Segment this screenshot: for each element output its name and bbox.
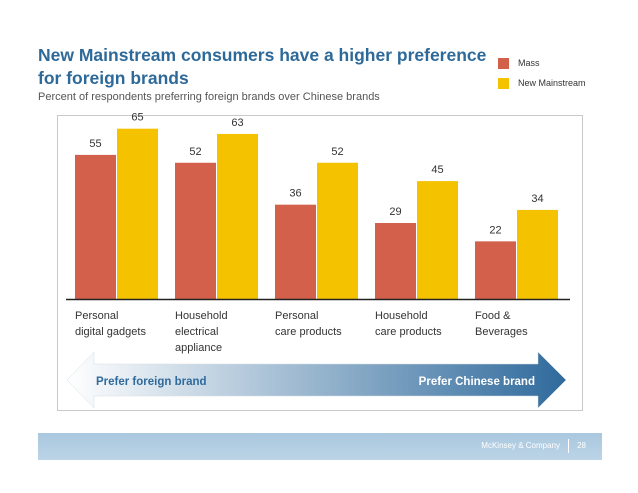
legend-label-mass: Mass — [518, 58, 540, 68]
arrow-label-chinese: Prefer Chinese brand — [419, 376, 535, 388]
chart-frame — [57, 115, 583, 411]
category-label-4-line-1: Household — [375, 310, 428, 322]
bar-mass-1 — [75, 154, 116, 299]
footer-page-number: 28 — [577, 441, 586, 450]
bar-new-mainstream-1 — [117, 128, 158, 299]
bar-mass-4 — [375, 223, 416, 299]
legend-swatch-new-mainstream — [498, 77, 509, 89]
preference-double-arrow — [66, 351, 567, 409]
category-label-1-line-1: Personal — [75, 310, 118, 322]
data-label-mass-3: 36 — [289, 188, 301, 200]
arrow-label-foreign: Prefer foreign brand — [96, 376, 207, 388]
data-label-new-mainstream-2: 63 — [231, 117, 243, 129]
data-label-mass-5: 22 — [489, 224, 501, 236]
data-label-new-mainstream-1: 65 — [131, 112, 143, 124]
slide-title: New Mainstream consumers have a higher p… — [38, 45, 487, 88]
bar-new-mainstream-2 — [217, 133, 258, 299]
bar-mass-3 — [275, 204, 316, 299]
category-label-5-line-1: Food & — [475, 310, 511, 322]
legend-item-mass: Mass — [498, 53, 586, 73]
chart-legend: Mass New Mainstream — [498, 53, 586, 93]
footer-separator — [568, 439, 569, 453]
category-label-4-line-2: care products — [375, 326, 442, 338]
data-label-new-mainstream-3: 52 — [331, 146, 343, 158]
category-label-2-line-3: appliance — [175, 342, 222, 354]
data-label-new-mainstream-5: 34 — [531, 193, 543, 205]
category-label-2-line-2: electrical — [175, 326, 218, 338]
slide-subtitle: Percent of respondents preferring foreig… — [38, 91, 380, 103]
data-label-mass-2: 52 — [189, 146, 201, 158]
bar-mass-5 — [475, 241, 516, 299]
category-label-1-line-2: digital gadgets — [75, 326, 146, 338]
legend-swatch-mass — [498, 57, 509, 69]
footer-company: McKinsey & Company — [481, 441, 560, 450]
data-label-mass-4: 29 — [389, 206, 401, 218]
category-label-2-line-1: Household — [175, 310, 228, 322]
category-label-5-line-2: Beverages — [475, 326, 528, 338]
data-label-new-mainstream-4: 45 — [431, 164, 443, 176]
data-label-mass-1: 55 — [89, 138, 101, 150]
bar-new-mainstream-4 — [417, 181, 458, 299]
bar-mass-2 — [175, 162, 216, 299]
legend-item-new-mainstream: New Mainstream — [498, 73, 586, 93]
footer-band: McKinsey & Company 28 — [38, 433, 602, 460]
category-label-3-line-2: care products — [275, 326, 342, 338]
bar-new-mainstream-3 — [317, 162, 358, 299]
bar-new-mainstream-5 — [517, 209, 558, 299]
legend-label-new-mainstream: New Mainstream — [518, 78, 586, 88]
category-label-3-line-1: Personal — [275, 310, 318, 322]
